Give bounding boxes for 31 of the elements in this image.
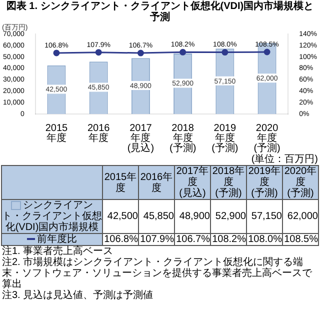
text: 52,900 [215,211,246,222]
x-tick-label: 2019年度 (予測) [212,122,238,154]
text: 107.9% [140,234,174,245]
x-tick-label: 2020年度 (予測) [254,122,280,154]
category-label: 2015年度 [104,172,137,194]
text: 106.7% [176,234,210,245]
category-label: 2020年度 (予測) [284,166,317,199]
text: 108.2% [212,234,246,245]
x-tick-label: 2017年度 (見込) [127,122,154,154]
category-label: 2016年度 [140,172,173,194]
text: 106.8% [104,234,138,245]
text: 45,850 [143,211,174,222]
category-label: 2017年度 (見込) [176,166,209,199]
text: 108.0% [248,234,282,245]
category-label: 2018年度 (予測) [212,166,245,199]
x-tick-label: 2016年度 [87,122,110,144]
legend-label: 前年度比 [2,234,102,246]
text: 48,900 [179,211,210,222]
text: 注2. 市場規模はシンクライアント・クライアント仮想化に関する端末・ソフトウェア・ソリューションを提供する事業者売上高ベースで算出 [2,257,313,290]
text: (単位：百万円) [250,154,319,165]
text: 108.5% [284,234,318,245]
text: 注3. 見込は見込値、予測は予測値 [2,290,154,301]
text: 62,000 [287,211,318,222]
category-label: 2019年度 (予測) [248,166,281,199]
chart-title: 図表 1. シンクライアント・クライアント仮想化(VDI)国内市場規模と予測 [5,0,315,24]
legend-label: シンクライアント・クライアント仮想化(VDI)国内市場規模 [2,200,102,234]
x-tick-label: 2015年度 [45,122,68,144]
text: 42,500 [107,211,138,222]
x-tick-label: 2018年度 (予測) [169,122,196,154]
text: 注1. 事業者売上高ベース [2,246,114,257]
text: 57,150 [251,211,282,222]
